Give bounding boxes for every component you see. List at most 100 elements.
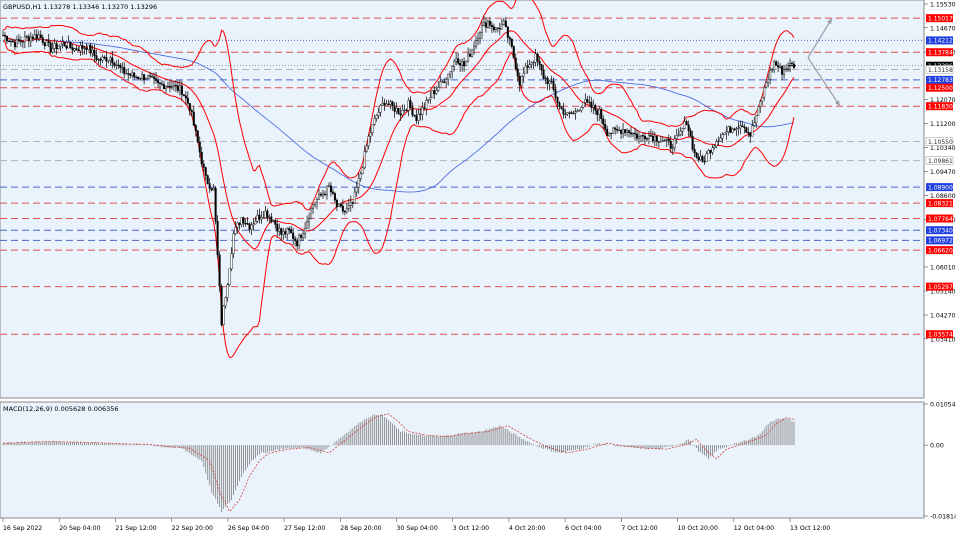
candle [244,218,247,227]
candle-body [649,135,652,137]
candle [697,153,700,162]
candle [192,105,195,127]
time-tick-label: 6 Oct 04:00 [565,525,601,532]
forecast-arrows [807,17,841,107]
candle-body [254,221,257,225]
candle-body [687,124,690,131]
candle-body [765,82,768,88]
candle [65,44,68,51]
candle [395,102,398,115]
candle-body [327,185,330,187]
candle [787,62,790,72]
candle-body [550,80,553,83]
candle [661,136,664,142]
candle-body [294,238,297,241]
time-tick-label: 12 Oct 04:00 [734,525,774,532]
candle-body [401,110,404,116]
candle [369,126,372,143]
candle-body [33,34,36,39]
candle [747,127,750,138]
candle-body [206,175,209,184]
candle-body [47,40,50,44]
candle-body [395,108,398,112]
candle-body [630,132,633,135]
candle [522,66,525,83]
level-badge [926,14,953,23]
candle-body [769,69,772,80]
candle-body [749,132,752,137]
candle-body [7,40,10,43]
candle-body [236,222,239,228]
candle-body [534,53,537,63]
candle-body [27,36,30,42]
candle [208,177,211,193]
candle-body [240,217,243,225]
candle [637,131,640,144]
candle-body [606,128,609,136]
candle [516,63,519,82]
candle [606,125,609,137]
candle-body [270,216,273,222]
candle [222,305,225,326]
candle [765,80,768,89]
forecast-arrowhead-down [835,100,840,107]
candle-body [632,132,635,135]
candle-body [614,127,617,130]
candle-body [540,64,543,71]
candle-body [580,107,583,111]
candle [514,53,517,71]
candle-body [174,85,177,87]
candle [759,99,762,113]
candle [300,233,303,241]
candle [200,146,203,168]
candle-body [71,47,74,51]
candle-body [645,138,648,140]
candle-body [767,79,770,83]
level-badge-label: 1.08900 [928,184,953,191]
candle [7,39,10,43]
macd-histogram [2,413,795,513]
candle [236,221,239,234]
candle-body [339,203,342,207]
candle-body [637,136,640,139]
candle-body [228,268,231,286]
time-tick-label: 22 Sep 20:00 [172,525,213,532]
candle [357,173,360,194]
candle [689,127,692,137]
candle [653,132,656,146]
candle-body [182,94,185,96]
candle [331,188,334,196]
candle [164,85,167,94]
candle [59,43,62,52]
candle [276,219,279,237]
level-badge-label: 1.07340 [928,228,953,235]
candle-body [522,72,525,77]
level-badge [926,236,953,245]
candle-body [355,187,358,193]
candle-body [761,96,764,102]
candle [679,126,682,137]
candle [471,49,474,58]
candle [785,64,788,73]
candle-body [407,100,410,111]
candle [473,41,476,56]
candle [757,106,760,117]
candle [316,197,319,210]
candle-body [166,85,169,88]
candle [667,134,670,146]
price-tick-label: 1.10340 [930,145,956,152]
candle-body [552,80,555,90]
candle-body [510,38,513,47]
candle [109,55,112,66]
candle-body [616,129,619,131]
candle-body [508,37,511,40]
candle-body [771,69,774,71]
level-badge-label: 1.05297 [928,284,953,291]
candle-body [693,149,696,154]
candle-body [592,105,595,108]
candle-body [244,223,247,225]
candle [135,75,138,79]
candle [401,104,404,118]
candle [202,160,205,173]
